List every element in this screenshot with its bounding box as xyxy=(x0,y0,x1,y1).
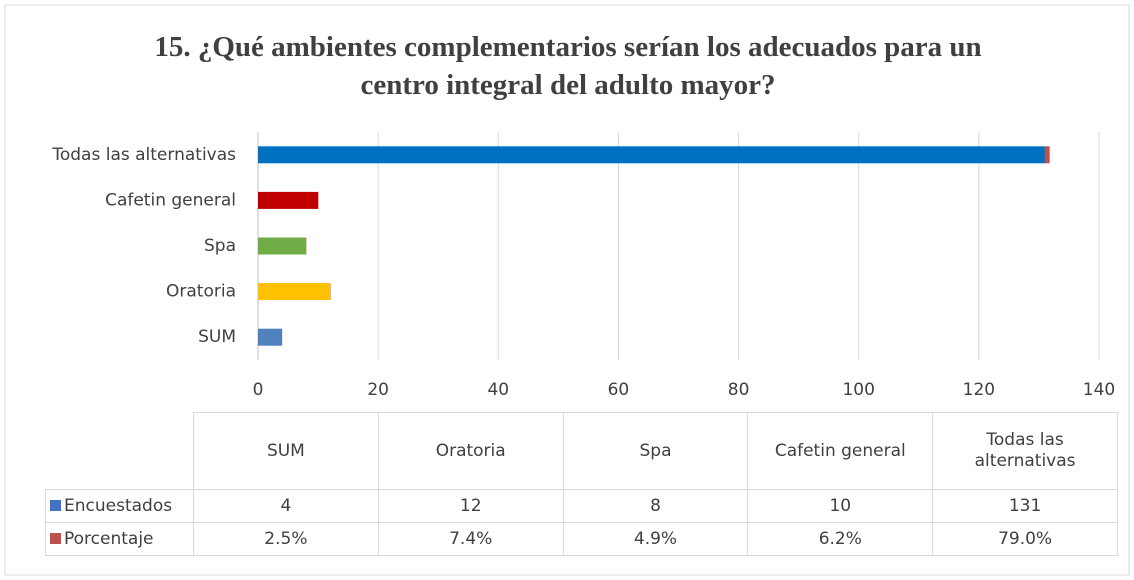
x-tick-label: 0 xyxy=(253,380,264,400)
data-table: SUM Oratoria Spa Cafetin general Todas las a… xyxy=(45,412,1118,556)
header-cell: Oratoria xyxy=(377,412,564,490)
header-cell: SUM xyxy=(193,412,379,490)
bar xyxy=(258,328,283,346)
data-cell: 8 xyxy=(562,489,749,523)
legend-label: Encuestados xyxy=(64,495,173,516)
x-tick-label: 120 xyxy=(963,380,995,400)
data-cell: 7.4% xyxy=(377,522,564,556)
x-tick-label: 60 xyxy=(608,380,630,400)
legend-swatch xyxy=(50,499,61,511)
legend-label: Porcentaje xyxy=(64,528,154,549)
data-cell: 4.9% xyxy=(562,522,749,556)
data-cell: 131 xyxy=(932,489,1118,523)
row-label: Porcentaje xyxy=(45,522,194,556)
header-row: SUM Oratoria Spa Cafetin general Todas las a… xyxy=(45,412,1118,490)
data-row: Porcentaje 2.5% 7.4% 4.9% 6.2% 79.0% xyxy=(45,522,1118,556)
bar xyxy=(1044,146,1050,164)
x-tick-label: 80 xyxy=(728,380,750,400)
y-tick-label: Spa xyxy=(204,236,236,256)
y-tick-label: SUM xyxy=(198,327,236,347)
x-tick-label: 140 xyxy=(1083,380,1115,400)
data-row: Encuestados 4 12 8 10 131 xyxy=(45,489,1118,523)
data-cell: 12 xyxy=(377,489,564,523)
legend-swatch xyxy=(50,532,61,544)
blank-cell xyxy=(45,412,194,490)
data-cell: 79.0% xyxy=(932,522,1118,556)
bar xyxy=(258,191,319,209)
y-tick-label: Oratoria xyxy=(166,282,236,302)
header-cell: Spa xyxy=(562,412,749,490)
header-cell: Cafetin general xyxy=(747,412,934,490)
x-tick-label: 20 xyxy=(367,380,389,400)
data-cell: 10 xyxy=(747,489,934,523)
header-cell: Todas las alternativas xyxy=(932,412,1118,490)
data-cell: 4 xyxy=(193,489,379,523)
data-cell: 2.5% xyxy=(193,522,379,556)
bar xyxy=(258,237,307,255)
x-tick-label: 40 xyxy=(487,380,509,400)
data-cell: 6.2% xyxy=(747,522,934,556)
x-tick-label: 100 xyxy=(842,380,874,400)
title-box: 15. ¿Qué ambientes complementarios sería… xyxy=(154,31,982,101)
bar xyxy=(258,283,331,301)
y-tick-label: Cafetin general xyxy=(105,190,236,210)
y-tick-label: Todas las alternativas xyxy=(51,145,236,165)
bar xyxy=(258,146,1045,164)
row-label: Encuestados xyxy=(45,489,194,523)
chart-title: 15. ¿Qué ambientes complementarios sería… xyxy=(154,31,982,101)
